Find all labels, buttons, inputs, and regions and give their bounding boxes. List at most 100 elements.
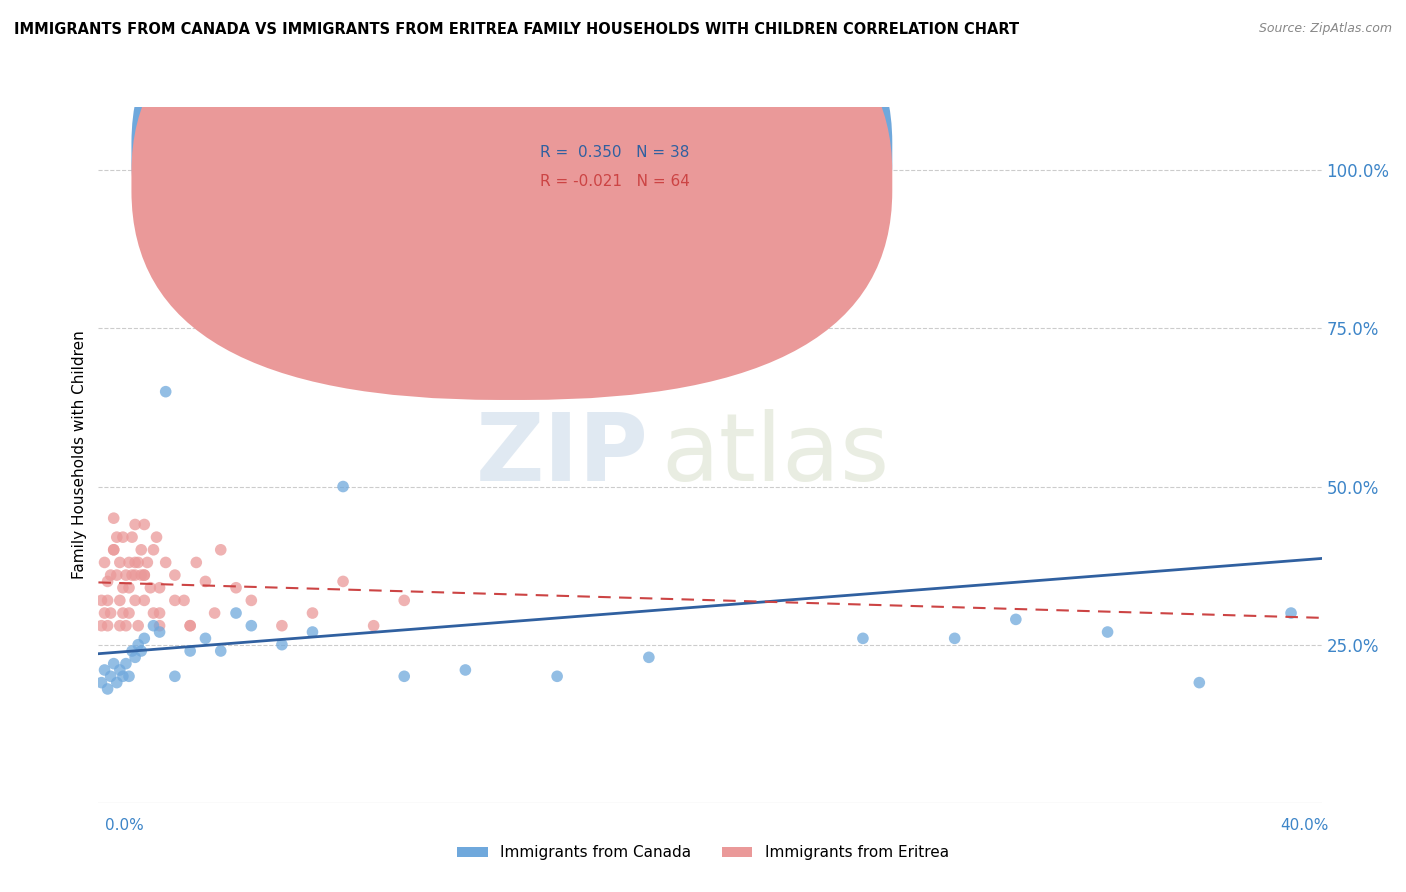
Point	[124, 556, 146, 570]
Text: 40.0%: 40.0%	[1281, 818, 1329, 832]
Point	[108, 593, 131, 607]
Point	[100, 568, 122, 582]
Text: atlas: atlas	[661, 409, 890, 501]
Point	[134, 632, 156, 646]
Point	[852, 632, 875, 646]
Point	[163, 568, 186, 582]
Point	[139, 581, 162, 595]
Point	[225, 581, 247, 595]
Point	[105, 568, 128, 582]
Point	[186, 556, 208, 570]
Point	[129, 644, 152, 658]
Point	[127, 618, 149, 632]
Point	[93, 606, 115, 620]
Point	[392, 593, 416, 607]
Point	[97, 681, 120, 696]
Point	[301, 606, 323, 620]
Point	[108, 556, 131, 570]
Point	[134, 593, 156, 607]
Point	[155, 384, 177, 399]
Point	[118, 581, 141, 595]
Point	[111, 530, 134, 544]
Point	[155, 556, 177, 570]
Point	[270, 618, 292, 632]
Point	[204, 606, 226, 620]
Point	[90, 593, 112, 607]
Point	[1004, 612, 1026, 626]
Point	[115, 568, 138, 582]
Point	[118, 606, 141, 620]
FancyBboxPatch shape	[478, 121, 778, 208]
Point	[637, 650, 661, 665]
Point	[240, 618, 263, 632]
Point	[121, 644, 143, 658]
Point	[1279, 606, 1302, 620]
Point	[115, 657, 138, 671]
Point	[105, 530, 128, 544]
Point	[179, 644, 201, 658]
Point	[134, 517, 156, 532]
Text: IMMIGRANTS FROM CANADA VS IMMIGRANTS FROM ERITREA FAMILY HOUSEHOLDS WITH CHILDRE: IMMIGRANTS FROM CANADA VS IMMIGRANTS FRO…	[14, 22, 1019, 37]
Point	[301, 625, 323, 640]
Point	[111, 581, 134, 595]
Point	[127, 556, 149, 570]
FancyBboxPatch shape	[131, 0, 893, 371]
Point	[163, 669, 186, 683]
Point	[149, 618, 172, 632]
Point	[134, 568, 156, 582]
Point	[90, 675, 112, 690]
Point	[240, 593, 263, 607]
Point	[142, 618, 165, 632]
Point	[943, 632, 966, 646]
Point	[103, 511, 125, 525]
Text: R =  0.350   N = 38: R = 0.350 N = 38	[540, 145, 689, 160]
Point	[121, 568, 143, 582]
Point	[1097, 625, 1119, 640]
Point	[118, 556, 141, 570]
Point	[103, 542, 125, 557]
FancyBboxPatch shape	[131, 0, 893, 400]
Point	[194, 574, 217, 589]
Text: Source: ZipAtlas.com: Source: ZipAtlas.com	[1258, 22, 1392, 36]
Point	[270, 638, 292, 652]
Point	[546, 669, 568, 683]
Point	[1188, 675, 1211, 690]
Point	[93, 663, 115, 677]
Point	[209, 542, 232, 557]
Point	[97, 574, 120, 589]
Point	[115, 618, 138, 632]
Point	[124, 593, 146, 607]
Point	[103, 542, 125, 557]
Legend: Immigrants from Canada, Immigrants from Eritrea: Immigrants from Canada, Immigrants from …	[451, 839, 955, 866]
Point	[142, 542, 165, 557]
Point	[124, 517, 146, 532]
Point	[97, 593, 120, 607]
Point	[173, 593, 195, 607]
Point	[454, 663, 477, 677]
Point	[392, 669, 416, 683]
Point	[108, 663, 131, 677]
Point	[108, 618, 131, 632]
Point	[179, 618, 201, 632]
Text: R = -0.021   N = 64: R = -0.021 N = 64	[540, 174, 690, 189]
Point	[100, 606, 122, 620]
Text: ZIP: ZIP	[477, 409, 650, 501]
Point	[90, 618, 112, 632]
Point	[129, 568, 152, 582]
Point	[93, 556, 115, 570]
Point	[111, 669, 134, 683]
Point	[97, 618, 120, 632]
Point	[124, 568, 146, 582]
Point	[225, 606, 247, 620]
Point	[179, 618, 201, 632]
Point	[142, 606, 165, 620]
Point	[127, 638, 149, 652]
Point	[145, 530, 167, 544]
Point	[100, 669, 122, 683]
Point	[129, 542, 152, 557]
Point	[149, 625, 172, 640]
Point	[332, 574, 354, 589]
Point	[111, 606, 134, 620]
Point	[134, 568, 156, 582]
Point	[124, 650, 146, 665]
